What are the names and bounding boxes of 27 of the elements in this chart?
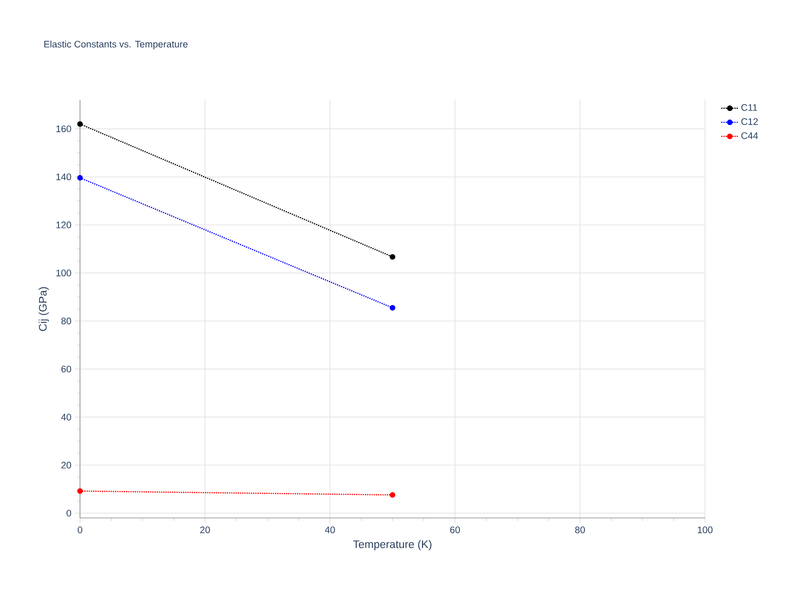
y-tick-label: 100 (56, 270, 72, 276)
y-tick-label: 120 (56, 222, 72, 228)
x-tick-label: 0 (78, 526, 82, 534)
legend-label: C11 (741, 104, 758, 111)
point (77, 121, 83, 127)
y-tick-label: 140 (56, 174, 72, 180)
point (77, 175, 83, 181)
y-axis-title: Cij (GPa) (38, 287, 49, 331)
point (390, 304, 396, 311)
point (77, 488, 83, 494)
legend-label: C12 (741, 118, 758, 125)
y-tick-label: 80 (61, 318, 72, 324)
x-tick-label: 100 (698, 526, 713, 534)
y-tick-label: 20 (61, 462, 72, 468)
x-tick-label: 80 (575, 526, 585, 534)
y-tick-label: 160 (56, 125, 72, 132)
x-tick-label: 40 (324, 526, 335, 534)
point (390, 492, 396, 498)
y-tick-label: 60 (61, 366, 72, 372)
point (390, 254, 396, 260)
x-tick-label: 20 (200, 526, 210, 534)
legend-label: C44 (741, 132, 758, 140)
x-tick-label: 60 (450, 526, 460, 534)
y-tick-label: 40 (61, 414, 72, 420)
chart-title: Elastic Constants vs. Temperature (44, 40, 188, 50)
y-tick-label: 0 (66, 510, 72, 517)
x-axis-title: Temperature (K) (353, 540, 432, 550)
